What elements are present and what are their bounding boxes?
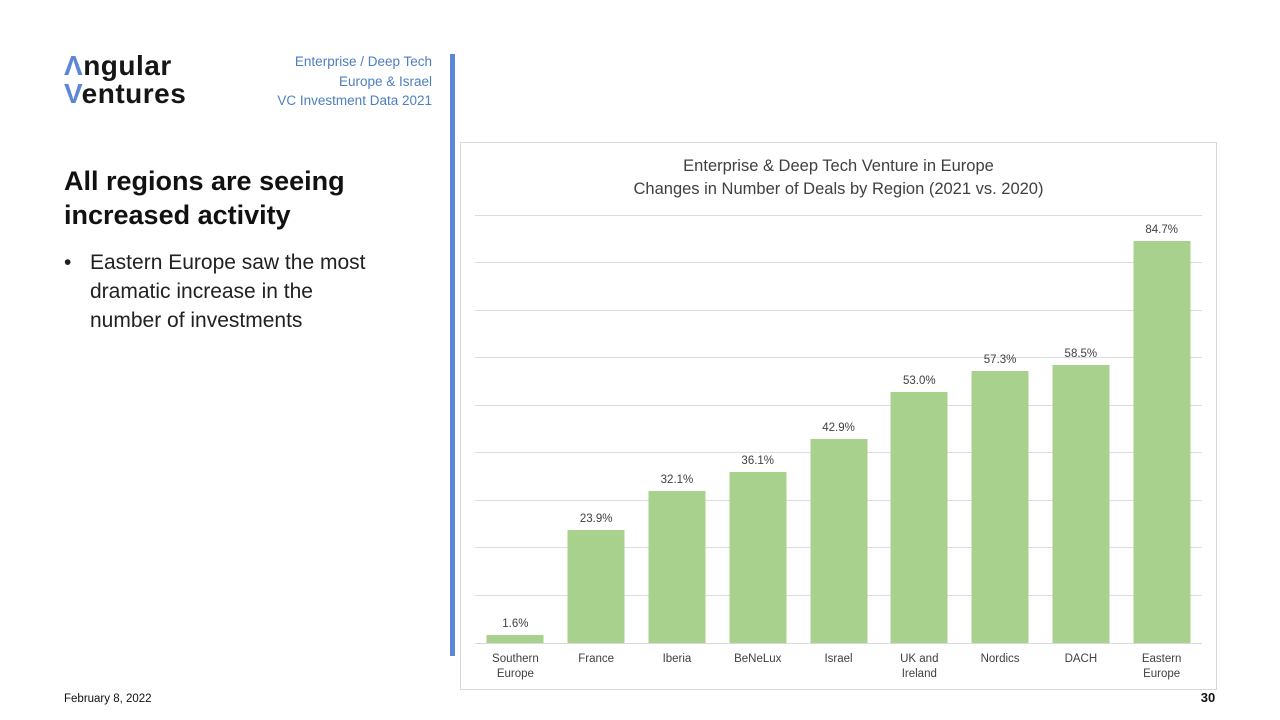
logo-line-2: Ventures [64,80,186,108]
bar-value-label-iberia: 32.1% [660,473,694,486]
plot-area: 1.6% 23.9% 32.1% 36.1% 42.9% 53.0% 57.3% 58.5% 8… [475,215,1202,644]
bars-row: 1.6% 23.9% 32.1% 36.1% 42.9% 53.0% 57.3% 58.5% 8… [475,216,1202,643]
bar-benelux [729,471,787,643]
logo-lambda-mark: Λ [64,50,84,81]
xaxis-labels: Southern Europe France Iberia BeNeLux Israel… [475,652,1202,682]
chart-title-line-2: Changes in Number of Deals by Region (20… [633,180,1044,198]
logo-line-2-text: entures [81,78,187,109]
logo-v-mark: V [64,78,82,109]
gridline [475,215,1202,216]
x-axis-label-benelux: BeNeLux [717,652,798,682]
bar-value-label-dach: 58.5% [1064,348,1098,361]
bar-slot-dach: 58.5% [1040,216,1121,643]
bullet-icon: • [64,251,72,274]
bar-eastern-europe [1133,241,1191,643]
bar-slot-france: 23.9% [556,216,637,643]
bar-slot-nordics: 57.3% [960,216,1041,643]
x-axis-label-text: Nordics [980,653,1020,665]
x-axis-label-text: Eastern Europe [1141,653,1182,680]
bar-uk-and-ireland [890,391,948,643]
bar-slot-uk-and-ireland: 53.0% [879,216,960,643]
gridline [475,309,1202,311]
logo-line-1-text: ngular [83,50,172,81]
header-meta-line: Enterprise / Deep Tech [294,54,432,69]
page-number: 30 [1200,690,1216,705]
gridline [475,262,1202,264]
x-axis-label-text: Israel [824,653,853,665]
bar-slot-iberia: 32.1% [637,216,718,643]
chart-title-line-1: Enterprise & Deep Tech Venture in Europe [683,157,994,175]
x-axis-label-israel: Israel [798,652,879,682]
header-meta: Enterprise / Deep Tech Europe & Israel V… [180,52,432,111]
angular-ventures-logo: Λngular Ventures [64,52,186,108]
bar-nordics [971,371,1029,643]
chart-panel: Enterprise & Deep Tech Venture in Europe… [460,142,1217,690]
x-axis-label-southern-europe: Southern Europe [475,652,556,682]
x-axis-label-iberia: Iberia [637,652,718,682]
bar-slot-israel: 42.9% [798,216,879,643]
gridline [475,404,1202,406]
bar-value-label-uk-and-ireland: 53.0% [902,374,936,387]
x-axis-label-dach: DACH [1040,652,1121,682]
x-axis-label-text: France [578,653,615,665]
x-axis-label-eastern-europe: Eastern Europe [1121,652,1202,682]
bar-value-label-southern-europe: 1.6% [502,618,529,631]
logo-line-1: Λngular [64,52,186,80]
header-meta-line: VC Investment Data 2021 [277,93,432,108]
x-axis-label-text: BeNeLux [734,653,782,665]
x-axis-label-nordics: Nordics [960,652,1041,682]
x-axis-label-text: UK and Ireland [900,653,939,680]
x-axis-label-text: Iberia [662,653,692,665]
bar-slot-southern-europe: 1.6% [475,216,556,643]
header-meta-line: Europe & Israel [338,73,432,89]
bar-slot-eastern-europe: 84.7% [1121,216,1202,643]
slide-heading-line-1: All regions are seeing [64,166,345,196]
bar-iberia [648,490,706,643]
bar-israel [810,439,868,643]
slide-heading-line-2: increased activity [64,200,291,230]
x-axis-label-text: Southern Europe [492,653,539,680]
bar-slot-benelux: 36.1% [717,216,798,643]
gridline [475,357,1202,359]
x-axis-label-text: DACH [1064,653,1098,665]
bullet-item: • Eastern Europe saw the most dramatic i… [64,248,374,335]
x-axis-label-uk-and-ireland: UK and Ireland [879,652,960,682]
bar-france [567,529,625,643]
x-axis-label-france: France [556,652,637,682]
bar-value-label-israel: 42.9% [822,422,855,435]
bar-value-label-nordics: 57.3% [983,354,1017,367]
vertical-divider [450,54,455,656]
bar-southern-europe [486,635,544,643]
bullet-text: Eastern Europe saw the most dramatic inc… [90,251,366,332]
bar-value-label-benelux: 36.1% [741,454,775,467]
slide-heading: All regions are seeing increased activit… [64,164,434,232]
footer-date: February 8, 2022 [64,693,152,705]
bar-value-label-eastern-europe: 84.7% [1145,224,1178,237]
bar-dach [1052,365,1110,643]
bar-value-label-france: 23.9% [579,512,613,525]
chart-title: Enterprise & Deep Tech Venture in Europe… [461,155,1216,201]
